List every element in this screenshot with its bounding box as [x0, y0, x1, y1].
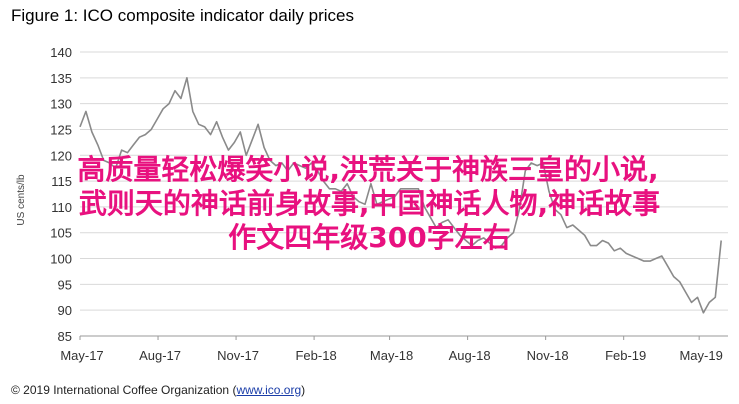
- x-tick-label: Feb-18: [295, 348, 336, 363]
- x-tick-label: Aug-18: [449, 348, 491, 363]
- overlay-line: 高质量轻松爆笑小说,洪荒关于神族三皇的小说,: [77, 153, 659, 186]
- y-tick-label: 95: [58, 277, 72, 292]
- figure-title: Figure 1: ICO composite indicator daily …: [11, 6, 354, 25]
- y-tick-label: 140: [50, 45, 72, 60]
- y-tick-label: 120: [50, 148, 72, 163]
- y-tick-label: 100: [50, 252, 72, 267]
- y-tick-label: 90: [58, 303, 72, 318]
- y-tick-label: 105: [50, 226, 72, 241]
- overlay-text: 高质量轻松爆笑小说,洪荒关于神族三皇的小说, 武则天的神话前身故事,中国神话人物…: [0, 153, 739, 255]
- y-tick-label: 85: [58, 329, 72, 344]
- copyright-notice: © 2019 International Coffee Organization…: [11, 383, 306, 397]
- x-tick-label: May-18: [370, 348, 413, 363]
- y-tick-label: 125: [50, 122, 72, 137]
- series-lines: [79, 77, 722, 314]
- y-tick-label: 115: [51, 174, 72, 189]
- overlay-line: 作文四年级300字左右: [228, 221, 511, 254]
- price-series-line: [79, 77, 722, 314]
- axes: 85 90 95 100 105 110 115 120 125 130 135 140 May-17 A…: [50, 45, 728, 363]
- overlay-line: 武则天的神话前身故事,中国神话人物,神话故事: [78, 187, 661, 220]
- x-tick-label: May-17: [60, 348, 103, 363]
- y-axis-label: US cents/lb: [16, 174, 27, 226]
- y-tick-label: 135: [50, 71, 72, 86]
- x-tick-label: Nov-17: [217, 348, 259, 363]
- copyright-text: © 2019 International Coffee Organization: [11, 383, 230, 397]
- x-tick-label: Aug-17: [139, 348, 181, 363]
- y-tick-label: 110: [51, 200, 72, 215]
- x-tick-label: Nov-18: [527, 348, 569, 363]
- y-tick-label: 130: [50, 97, 72, 112]
- x-tick-label: May-19: [679, 348, 722, 363]
- x-tick-label: Feb-19: [605, 348, 646, 363]
- ico-website-link[interactable]: www.ico.org: [236, 383, 302, 397]
